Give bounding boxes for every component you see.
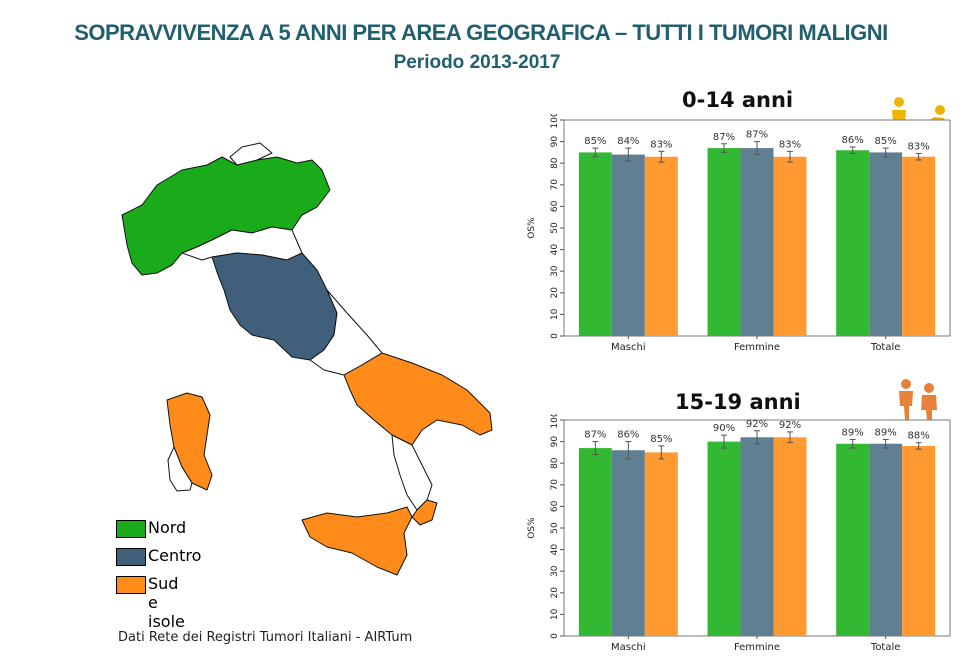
data-label: 89% [842, 427, 864, 438]
map-region-sardegna-south [167, 446, 193, 492]
y-tick-label: 30 [550, 265, 560, 277]
y-axis-label: OS% [527, 517, 537, 539]
bar [740, 148, 774, 336]
y-tick-label: 70 [550, 179, 560, 191]
teen-boy-icon [921, 383, 937, 420]
y-tick-label: 20 [550, 287, 560, 299]
y-tick-label: 90 [550, 136, 560, 148]
map-region-nord [121, 156, 331, 276]
y-tick-label: 60 [550, 500, 560, 512]
data-label: 83% [650, 139, 672, 150]
legend-label-sud: Sud e isole [148, 574, 185, 631]
subtitle: Periodo 2013-2017 [393, 52, 561, 73]
data-label: 90% [713, 423, 735, 434]
source-note: Dati Rete dei Registri Tumori Italiani -… [118, 630, 413, 645]
data-label: 92% [746, 419, 768, 430]
map-region-sud [343, 352, 493, 446]
y-tick-label: 40 [550, 244, 560, 256]
data-label: 84% [617, 136, 639, 147]
y-tick-label: 10 [550, 608, 560, 620]
category-label: Femmine [734, 342, 780, 353]
legend-swatch-centro [116, 548, 146, 566]
bar [773, 156, 807, 336]
y-tick-label: 0 [550, 633, 560, 639]
y-tick-label: 50 [550, 222, 560, 234]
category-label: Totale [870, 342, 901, 353]
bar [836, 150, 870, 336]
map-region-sicilia [301, 506, 413, 576]
data-label: 87% [746, 130, 768, 141]
bar [644, 452, 678, 636]
y-tick-label: 60 [550, 200, 560, 212]
y-tick-label: 0 [550, 333, 560, 339]
bar-chart-0-14: 0 10 20 30 40 50 60 70 80 90 100 OS% Maschi 85% 84% 83%… [527, 114, 951, 353]
bar [773, 437, 807, 636]
legend-swatch-sud [116, 576, 146, 594]
bar [869, 443, 903, 636]
bar [644, 156, 678, 336]
chart-title-0-14: 0-14 anni [682, 88, 794, 112]
bar-chart-15-19: 0 10 20 30 40 50 60 70 80 90 100 OS% Maschi 87% 86% 85%… [527, 414, 951, 653]
map-region-calabria [391, 434, 433, 511]
data-label: 85% [650, 434, 672, 445]
data-label: 83% [779, 139, 801, 150]
data-label: 85% [875, 136, 897, 147]
bar [707, 148, 741, 336]
map-region-white-center [309, 289, 383, 376]
y-axis-label: OS% [527, 217, 537, 239]
teen-girl-icon [899, 379, 913, 420]
data-label: 87% [584, 430, 606, 441]
y-tick-label: 50 [550, 522, 560, 534]
chart-title-15-19: 15-19 anni [675, 390, 801, 414]
data-label: 86% [617, 430, 639, 441]
bar [836, 443, 870, 636]
legend-swatch-nord [116, 520, 146, 538]
main-title: SOPRAVVIVENZA A 5 ANNI PER AREA GEOGRAFI… [74, 20, 888, 45]
category-label: Maschi [611, 342, 646, 353]
y-tick-label: 30 [550, 565, 560, 577]
data-label: 89% [875, 427, 897, 438]
map-region-trentino [229, 142, 273, 166]
legend-label-centro: Centro [148, 546, 202, 565]
data-label: 83% [908, 141, 930, 152]
map-region-centro [211, 252, 338, 361]
category-label: Totale [870, 642, 901, 653]
data-label: 87% [713, 132, 735, 143]
bar [611, 154, 645, 336]
y-tick-label: 40 [550, 544, 560, 556]
italy-map [121, 142, 493, 576]
bar [611, 450, 645, 636]
data-label: 85% [584, 136, 606, 147]
bar [902, 156, 936, 336]
bar [578, 152, 612, 336]
y-tick-label: 80 [550, 457, 560, 469]
data-label: 88% [908, 431, 930, 442]
y-tick-label: 10 [550, 308, 560, 320]
y-tick-label: 70 [550, 479, 560, 491]
bar [869, 152, 903, 336]
bar [902, 445, 936, 636]
bar [740, 437, 774, 636]
y-tick-label: 100 [550, 414, 560, 429]
bar [578, 448, 612, 636]
category-label: Femmine [734, 642, 780, 653]
y-tick-label: 20 [550, 587, 560, 599]
data-label: 86% [842, 135, 864, 146]
y-tick-label: 80 [550, 157, 560, 169]
data-label: 92% [779, 420, 801, 431]
category-label: Maschi [611, 642, 646, 653]
y-tick-label: 90 [550, 436, 560, 448]
bar [707, 441, 741, 636]
y-tick-label: 100 [550, 114, 560, 129]
legend-label-nord: Nord [148, 518, 187, 537]
